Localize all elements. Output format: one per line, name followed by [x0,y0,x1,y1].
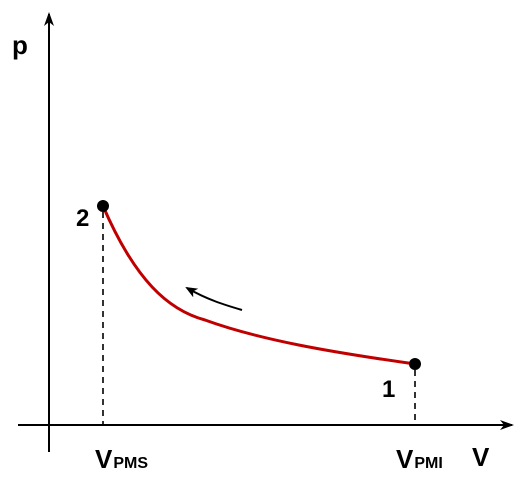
tick-label-vpms-sub: PMS [113,455,148,472]
tick-label-vpms-main: V [95,444,113,474]
y-axis-label: p [12,30,28,60]
x-axis-label: V [472,442,490,472]
tick-label-vpmi-main: V [396,444,414,474]
point-2-label: 2 [76,205,89,232]
tick-label-vpms: VPMS [95,444,148,474]
point-1-label: 1 [382,376,395,403]
point-2-marker [97,200,109,212]
point-1-marker [409,358,421,370]
tick-label-vpmi: VPMI [396,444,443,474]
direction-arrow [185,287,243,311]
compression-curve [101,204,417,366]
tick-label-vpmi-sub: PMI [414,455,442,472]
